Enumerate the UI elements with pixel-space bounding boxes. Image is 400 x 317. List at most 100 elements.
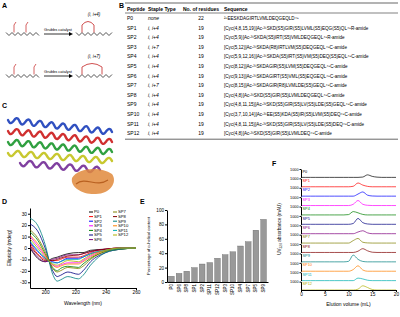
tick: 1000 [290,262,301,266]
side-chain [26,22,28,33]
figure: ABCDEFGrubbs catalyst(i, i+4)Grubbs cata… [0,0,400,317]
tick: 0 [300,290,303,297]
tick-label: 1000 [290,252,298,256]
trace [301,192,396,196]
tick-mark [300,178,302,179]
table-cell: 19 [198,73,204,79]
tick-label: 1000 [290,280,298,284]
tick-label: 20 [22,223,28,228]
bar [184,271,190,282]
tick-label: 0 [300,292,303,297]
table-rule [125,139,398,140]
lane-label: SP4 [303,206,311,211]
tick-label: 60 [159,237,165,242]
table-cell: i, i+7 [148,82,159,88]
legend-swatch [113,225,117,226]
bar [199,264,205,282]
cd-line [30,218,136,281]
axis-line [168,282,269,283]
table-cell: [Cyc(4,8,11,15)]Ac-³¹SKD(S5)GIR(S5)LV(S5… [224,122,365,127]
bar [176,273,182,282]
tick-mark [300,197,302,198]
legend-swatch [89,239,93,240]
tick: SP1 [192,284,197,293]
table-cell: P0 [127,15,133,21]
tick: SP10 [230,284,235,296]
lines [30,218,136,281]
bar [192,268,198,282]
tick-label: SP12 [215,284,220,296]
table-cell: [Cyc(8,12)]Ac-³¹SKDAGIR(S5)LVM(S5)DEQGEQ… [224,64,348,69]
cd-line [30,235,136,267]
panel-letter: B [119,2,124,9]
table-cell: i, i+4 [148,34,159,40]
axis: P0SP6SP8SP1SP2SP11SP12SP3SP10SP4SP7SP5SP… [168,283,269,296]
tick-label: 10 [346,292,352,297]
legend-swatch [89,225,93,226]
table-cell: [Cyc(9,13)]Ac-³¹SKDAGIRT(S5)VML(S5)EQGEQ… [224,74,348,79]
tick: 10 [22,235,30,240]
trace [301,218,396,224]
axis: 020406080100 [156,208,167,285]
table-cell: i, i+4 [148,130,159,136]
structure-background [4,112,116,196]
tick: -20 [20,269,30,274]
bar [261,219,267,282]
tick: 1000 [290,215,301,219]
table-cell: none [148,15,159,21]
tick-label: 240 [102,290,110,295]
table-cell: SP10 [127,111,139,117]
tick-label: 20 [394,292,400,297]
reagent-label: Grubbs catalyst [44,27,73,32]
axis: -30-20-100102030 [20,209,30,289]
tick: SP2 [200,284,205,293]
tick: SP7 [246,284,251,293]
table-cell: [Cyc(5,9)]Ac-³¹SKDA(S5)IRT(S5)VMLDEQGEQL… [224,35,345,40]
table-cell: i, i+4 [148,101,159,107]
tick-label: SP7 [246,284,251,293]
bar [222,255,228,282]
panel-f: 1000P01000SP11000SP21000SP31000SP41000SP… [277,168,399,307]
tick-label: 0 [161,280,164,285]
tick-mark [28,248,30,249]
tick-label: 1000 [290,271,298,275]
table-cell: i, i+4 [148,92,159,98]
legend-label: SP6 [94,237,103,242]
tick: 1000 [290,224,301,228]
trace [301,286,396,290]
tick-mark [165,210,167,211]
tick: 1000 [290,205,301,209]
trace [301,255,396,262]
table-cell: 19 [198,63,204,69]
tick-mark [300,169,302,170]
tick: 200 [42,288,50,295]
tick-label: SP5 [253,284,258,293]
lane-label: SP11 [303,272,312,277]
tick: SP9 [261,284,266,293]
helix-ribbon [8,129,112,144]
staple-label: (i, i+4) [88,12,101,17]
tick: 100 [156,208,167,213]
trace [301,249,396,253]
tick-mark [300,235,302,236]
domain-strand [76,180,108,184]
legend-swatch [89,235,93,236]
tick-mark [300,244,302,245]
trace [301,238,396,243]
tick-label: -10 [20,257,27,262]
tick-label: 10 [22,235,28,240]
legend-label: SP12 [118,232,129,237]
table-rule [125,3,398,4]
panel-letter: D [2,198,7,205]
table-cell: i, i+7 [148,44,159,50]
tick-mark [300,216,302,217]
tick-label: SP9 [261,284,266,293]
y-axis-title: UV₂₂₀ absorbance (mAU) [277,203,282,255]
table-cell: SP12 [127,130,139,136]
tick-mark [28,214,30,215]
tick: 40 [159,251,167,256]
y-axis-title: Ellipticity (mdeg) [6,229,12,266]
tick-label: 15 [370,292,376,297]
table-cell: [Cyc(5,12)]Ac-³¹SKDA(R8)IRTLVM(S5)DEQGEQ… [224,45,347,50]
tick: P0 [169,284,174,290]
